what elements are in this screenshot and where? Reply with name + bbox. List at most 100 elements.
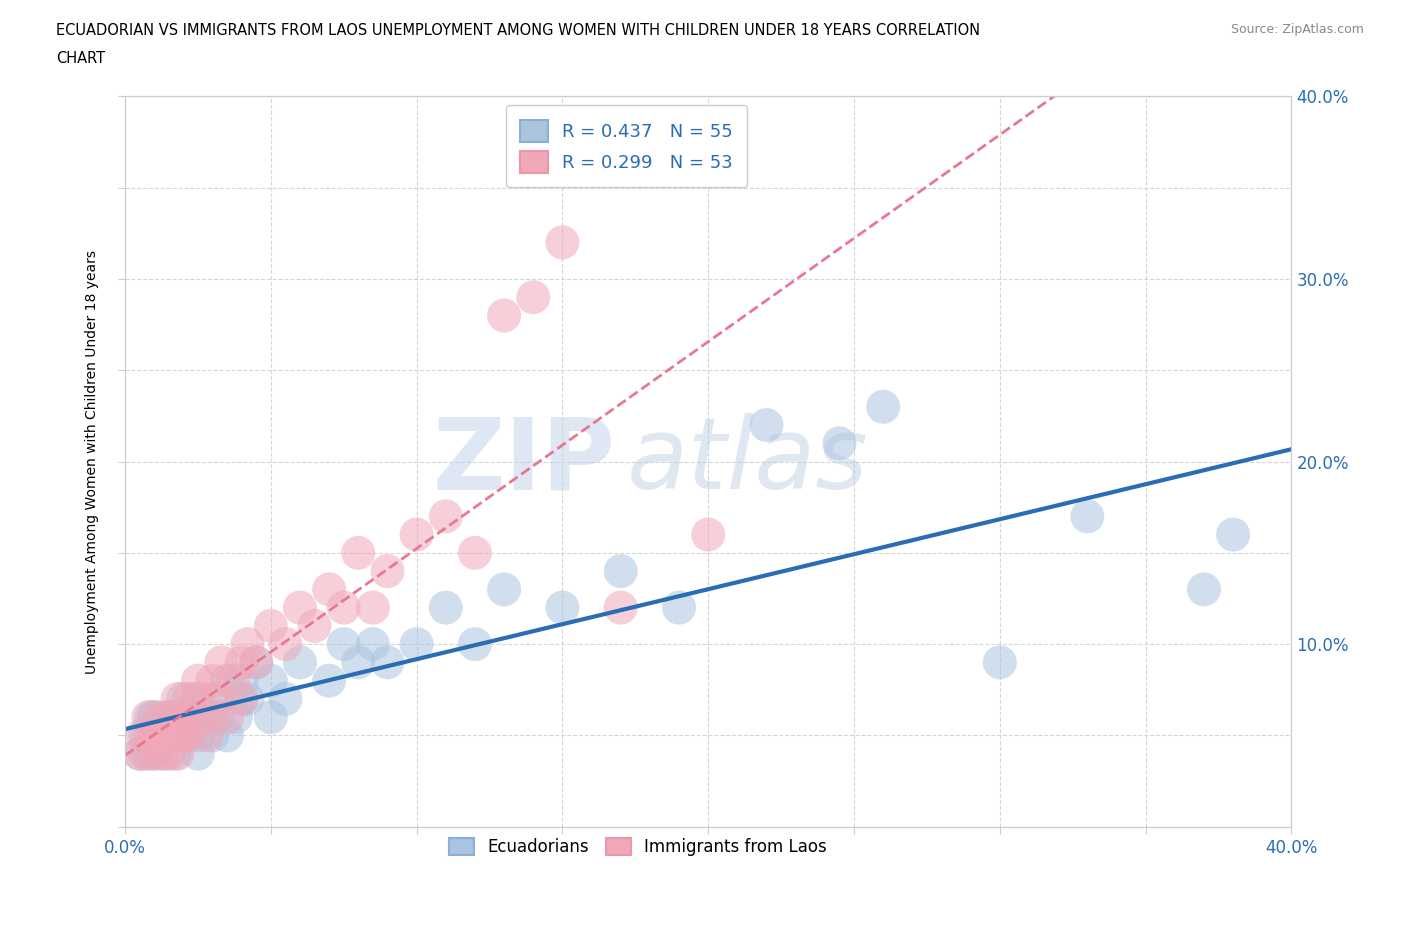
Point bbox=[143, 710, 166, 724]
Point bbox=[195, 710, 218, 724]
Point bbox=[141, 710, 163, 724]
Point bbox=[207, 710, 229, 724]
Point bbox=[288, 655, 311, 670]
Point bbox=[405, 637, 427, 652]
Point bbox=[187, 746, 209, 761]
Point bbox=[134, 746, 156, 761]
Point bbox=[172, 710, 194, 724]
Point bbox=[187, 692, 209, 707]
Point bbox=[668, 600, 690, 615]
Point bbox=[215, 673, 238, 688]
Point bbox=[149, 710, 172, 724]
Point bbox=[152, 746, 174, 761]
Point bbox=[160, 728, 183, 743]
Point bbox=[155, 728, 177, 743]
Point bbox=[195, 728, 218, 743]
Point bbox=[236, 637, 259, 652]
Point bbox=[231, 692, 253, 707]
Text: CHART: CHART bbox=[56, 51, 105, 66]
Legend: Ecuadorians, Immigrants from Laos: Ecuadorians, Immigrants from Laos bbox=[436, 825, 841, 870]
Point bbox=[405, 527, 427, 542]
Point bbox=[187, 692, 209, 707]
Point bbox=[245, 655, 267, 670]
Point bbox=[318, 582, 340, 597]
Point bbox=[187, 728, 209, 743]
Point bbox=[377, 655, 399, 670]
Point bbox=[260, 710, 283, 724]
Point bbox=[143, 746, 166, 761]
Point bbox=[245, 655, 267, 670]
Y-axis label: Unemployment Among Women with Children Under 18 years: Unemployment Among Women with Children U… bbox=[86, 249, 100, 673]
Point bbox=[347, 655, 370, 670]
Point bbox=[494, 308, 516, 323]
Point bbox=[157, 710, 180, 724]
Point bbox=[551, 235, 574, 250]
Point bbox=[163, 710, 186, 724]
Point bbox=[260, 618, 283, 633]
Point bbox=[143, 728, 166, 743]
Point bbox=[131, 728, 153, 743]
Point bbox=[755, 418, 778, 432]
Point bbox=[225, 710, 247, 724]
Point bbox=[152, 746, 174, 761]
Point bbox=[179, 728, 201, 743]
Point bbox=[179, 728, 201, 743]
Point bbox=[149, 728, 172, 743]
Point bbox=[134, 728, 156, 743]
Point bbox=[274, 692, 297, 707]
Point bbox=[361, 637, 384, 652]
Point bbox=[464, 637, 486, 652]
Text: ECUADORIAN VS IMMIGRANTS FROM LAOS UNEMPLOYMENT AMONG WOMEN WITH CHILDREN UNDER : ECUADORIAN VS IMMIGRANTS FROM LAOS UNEMP… bbox=[56, 23, 980, 38]
Text: atlas: atlas bbox=[627, 413, 868, 510]
Point bbox=[157, 710, 180, 724]
Point bbox=[551, 600, 574, 615]
Point bbox=[169, 728, 191, 743]
Point bbox=[361, 600, 384, 615]
Point bbox=[260, 673, 283, 688]
Point bbox=[1192, 582, 1215, 597]
Point bbox=[166, 692, 188, 707]
Point bbox=[494, 582, 516, 597]
Point bbox=[236, 692, 259, 707]
Point bbox=[347, 545, 370, 560]
Point bbox=[172, 710, 194, 724]
Point bbox=[434, 600, 457, 615]
Point bbox=[172, 692, 194, 707]
Point bbox=[187, 673, 209, 688]
Point bbox=[136, 746, 159, 761]
Point bbox=[201, 673, 224, 688]
Point bbox=[222, 673, 245, 688]
Point bbox=[872, 399, 894, 414]
Point bbox=[332, 600, 354, 615]
Point bbox=[609, 600, 631, 615]
Point bbox=[318, 673, 340, 688]
Text: Source: ZipAtlas.com: Source: ZipAtlas.com bbox=[1230, 23, 1364, 36]
Point bbox=[136, 710, 159, 724]
Point bbox=[209, 655, 232, 670]
Point bbox=[464, 545, 486, 560]
Point bbox=[1076, 509, 1098, 524]
Point bbox=[434, 509, 457, 524]
Point bbox=[215, 728, 238, 743]
Point bbox=[172, 728, 194, 743]
Point bbox=[231, 673, 253, 688]
Point bbox=[231, 655, 253, 670]
Point bbox=[166, 710, 188, 724]
Point bbox=[149, 728, 172, 743]
Point bbox=[988, 655, 1011, 670]
Point bbox=[697, 527, 720, 542]
Point bbox=[201, 710, 224, 724]
Point bbox=[231, 692, 253, 707]
Point bbox=[166, 746, 188, 761]
Point bbox=[141, 728, 163, 743]
Point bbox=[179, 692, 201, 707]
Point bbox=[143, 746, 166, 761]
Point bbox=[187, 710, 209, 724]
Point bbox=[201, 728, 224, 743]
Point bbox=[274, 637, 297, 652]
Point bbox=[163, 746, 186, 761]
Text: ZIP: ZIP bbox=[432, 413, 614, 510]
Point bbox=[128, 746, 150, 761]
Point bbox=[172, 728, 194, 743]
Point bbox=[304, 618, 326, 633]
